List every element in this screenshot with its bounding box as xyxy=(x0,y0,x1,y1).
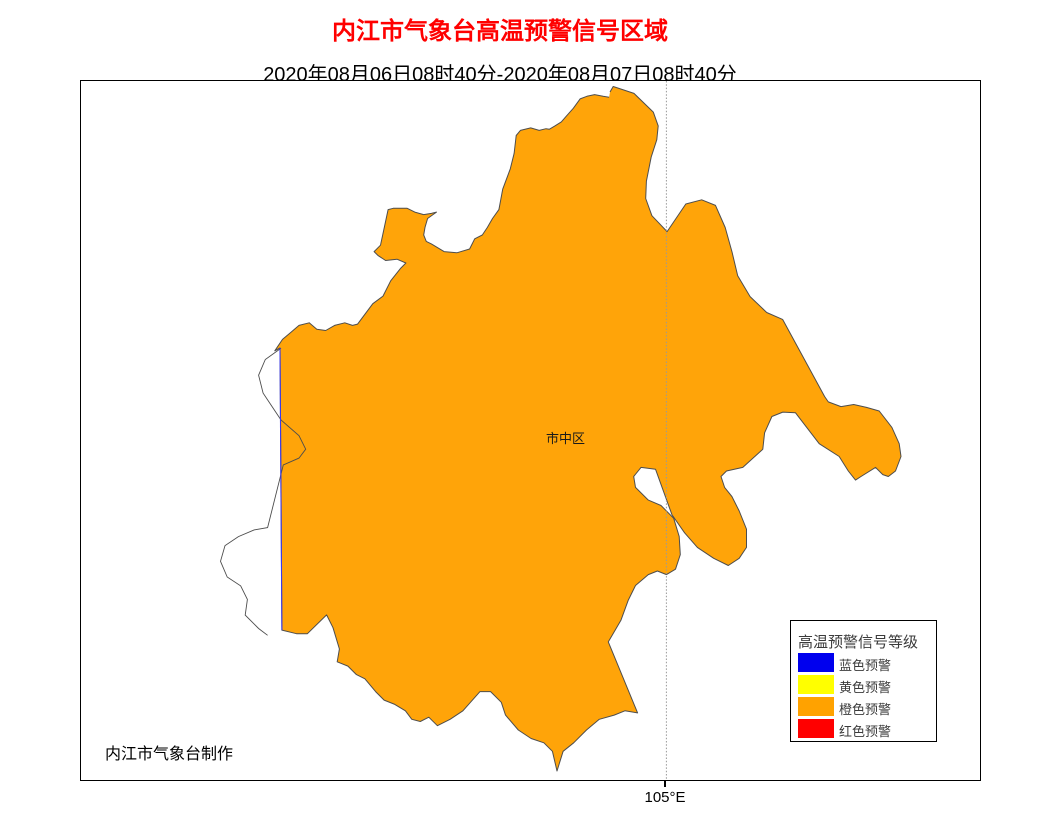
svg-text:市中区: 市中区 xyxy=(546,431,585,446)
